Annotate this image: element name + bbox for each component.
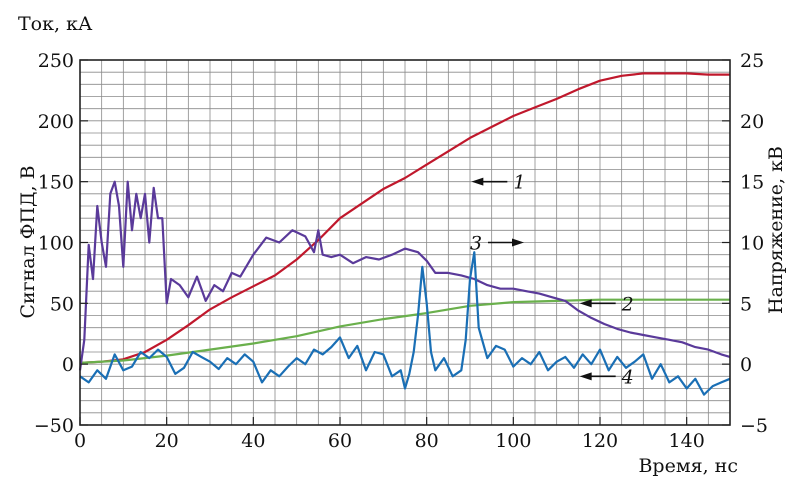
x-axis-label: Время, нс [638,455,738,477]
y-right-tick-label: 20 [740,111,764,133]
series-annotation-3: 3 [470,233,524,255]
annotation-label: 2 [621,293,634,315]
y-right-tick-label: 25 [740,50,764,72]
y-right-tick-label: 15 [740,172,764,194]
series-annotation-1: 1 [471,172,525,194]
series-layer [78,72,731,396]
x-tick-label: 80 [415,430,439,452]
y-right-tick-label: 0 [740,354,752,376]
x-tick-label: 100 [495,430,531,452]
annotation-label: 1 [513,172,525,194]
y-left-top-label: Ток, кА [18,13,93,35]
annotation-arrowhead [579,372,592,381]
grid [80,60,730,425]
x-tick-label: 140 [669,430,705,452]
series-line-4 [79,251,731,396]
y-left-tick-label: 100 [38,233,74,255]
series-line-3 [78,180,731,371]
x-tick-label: 60 [328,430,352,452]
x-tick-label: 120 [582,430,618,452]
y-right-tick-label: 5 [740,293,752,315]
annotation-label: 3 [470,233,482,255]
x-tick-label: 20 [155,430,179,452]
x-tick-label: 0 [74,430,86,452]
y-left-axis-label: Сигнал ФПД, В [17,165,39,318]
series-annotation-4: 4 [579,366,634,388]
y-left-tick-label: −50 [34,415,74,437]
y-left-tick-label: 0 [62,354,74,376]
y-right-axis-label: Напряжение, кВ [765,146,787,314]
ticks: 0 20 40 60 80 100 120 140−50050100150200250−505… [34,50,768,452]
series-line-1 [79,72,730,364]
y-left-tick-label: 200 [38,111,74,133]
y-right-tick-label: 10 [740,233,764,255]
y-left-tick-label: 50 [50,293,74,315]
x-tick-label: 40 [241,430,265,452]
series-line-2 [79,298,730,364]
y-left-tick-label: 250 [38,50,74,72]
annotation-arrowhead [579,299,592,308]
annotation-arrowhead [471,177,484,186]
series-annotation-2: 2 [579,293,634,315]
y-left-tick-label: 150 [38,172,74,194]
annotation-arrowhead [512,238,524,247]
annotation-label: 4 [621,366,634,388]
annotations: 1 2 3 4 [470,172,634,389]
y-right-tick-label: −5 [740,415,768,437]
